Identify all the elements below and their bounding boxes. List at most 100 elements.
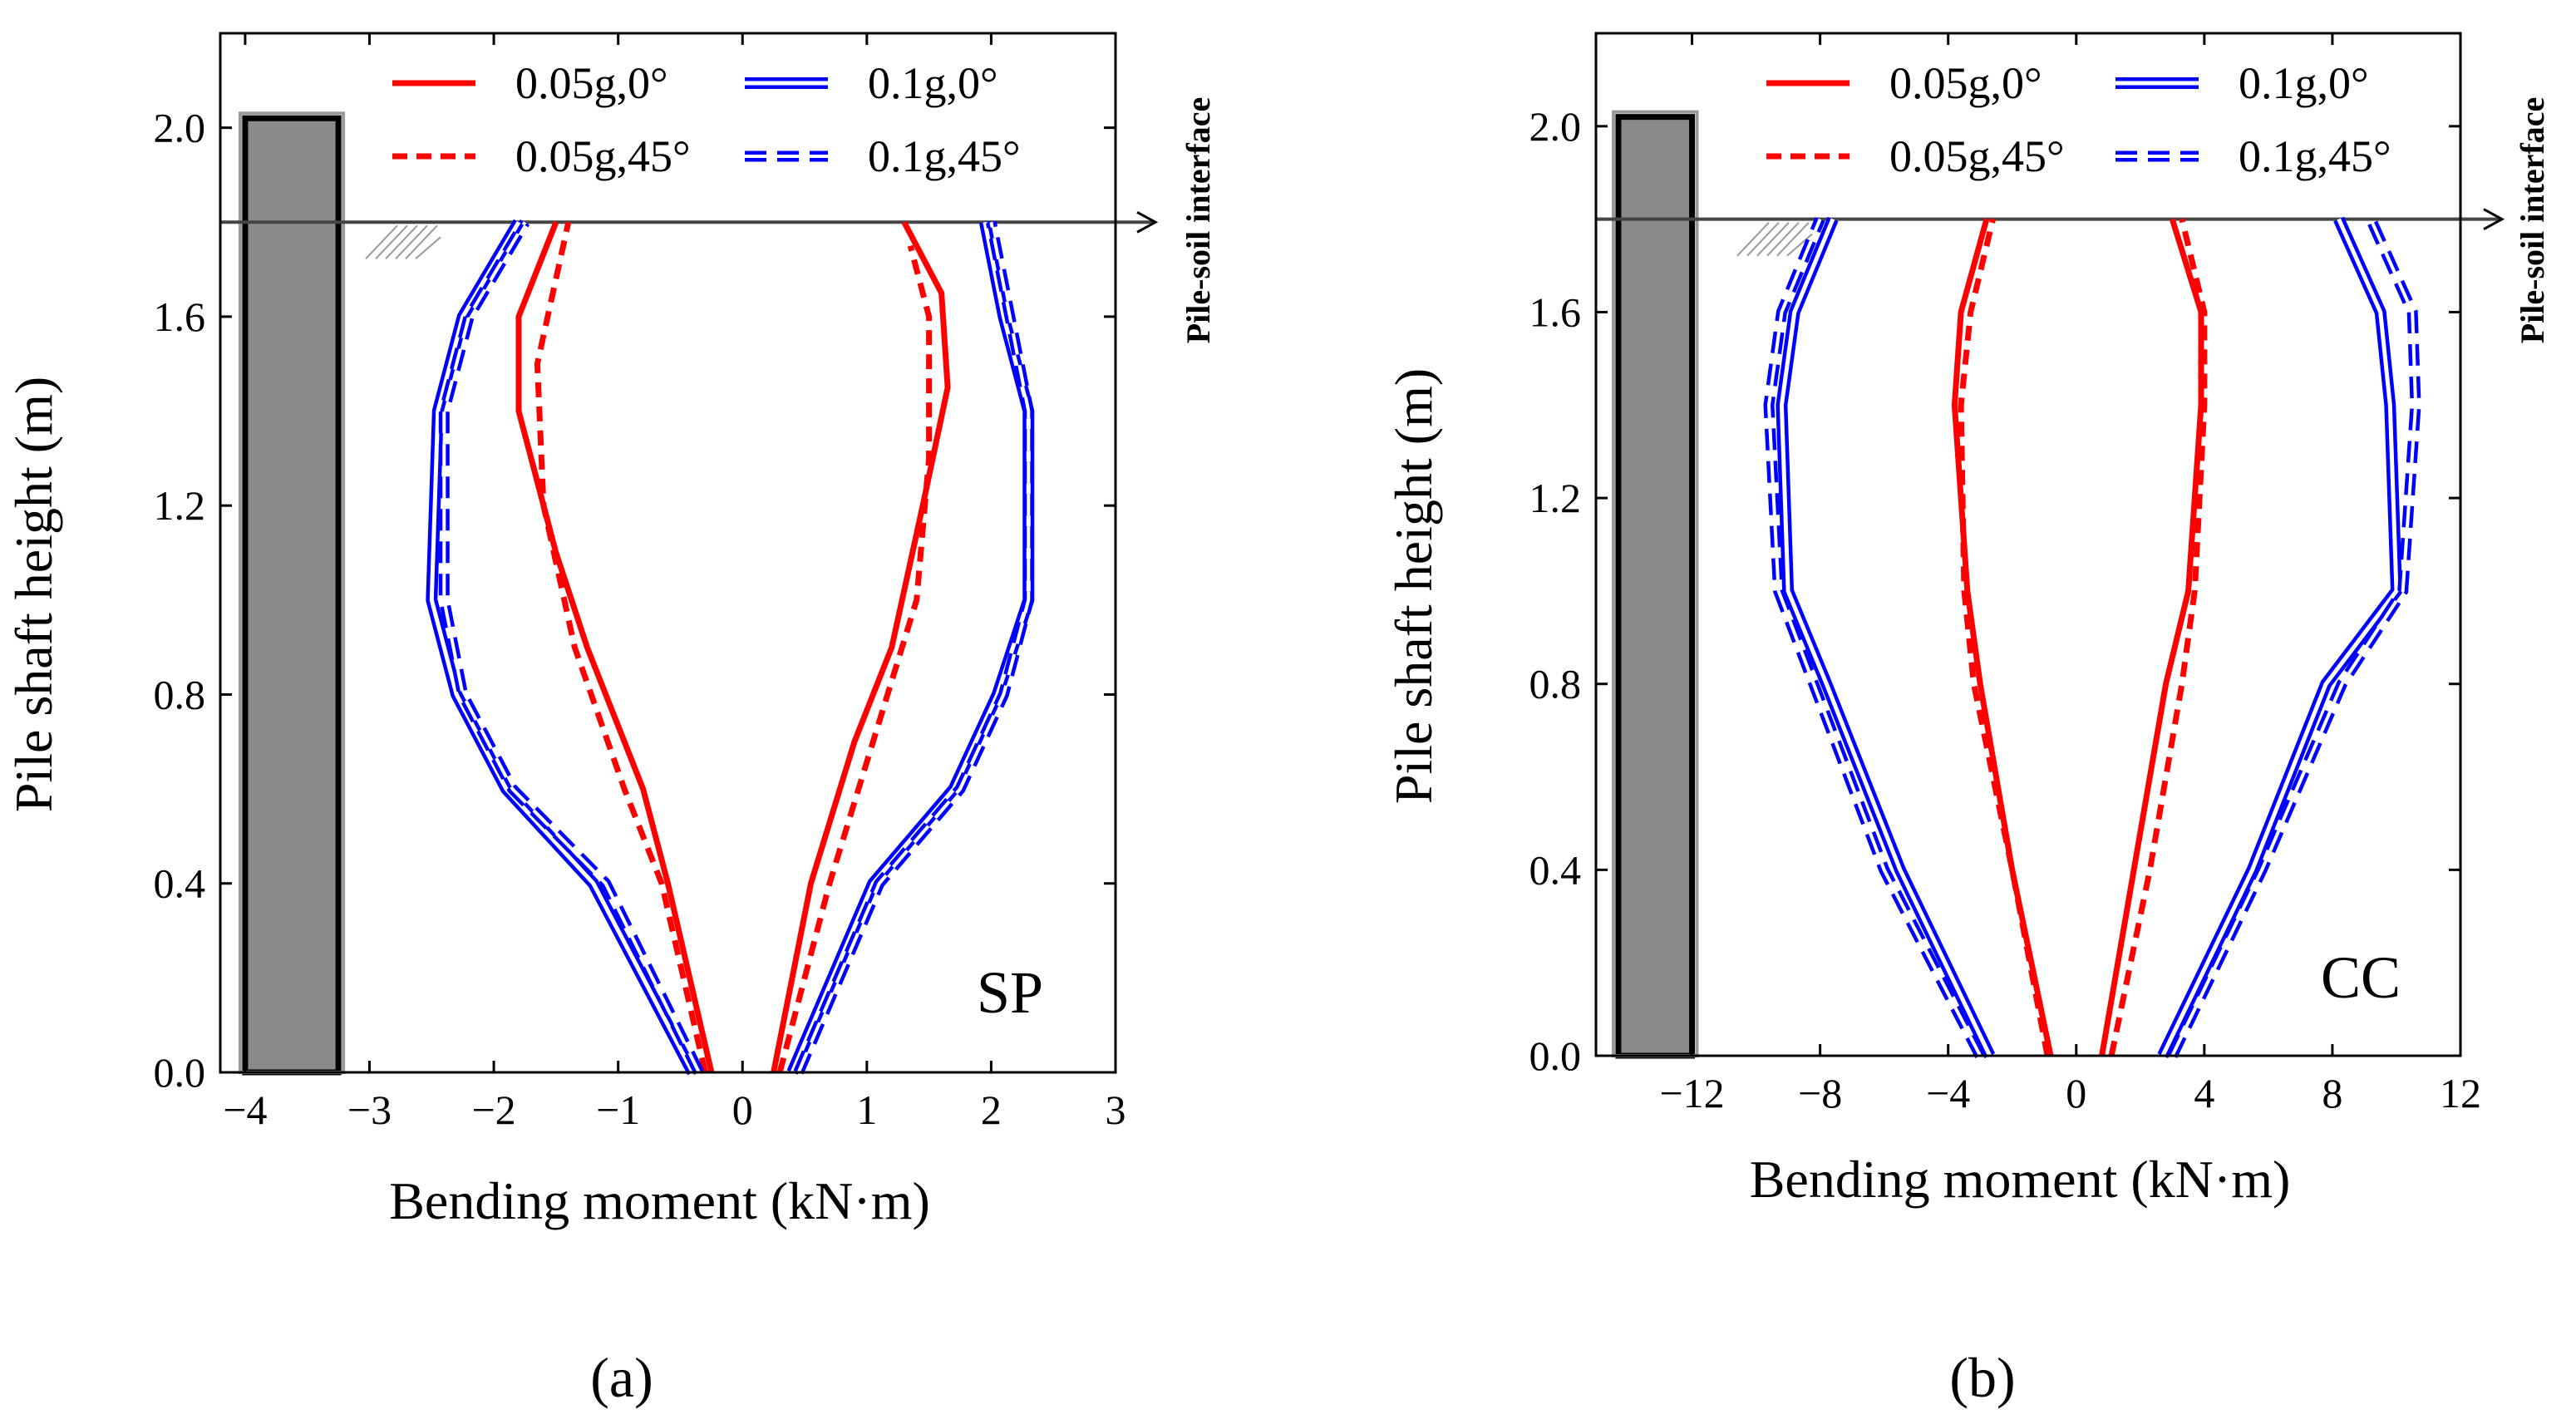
series-5-line-inner — [2160, 218, 2399, 1057]
soil-hatch-line — [1756, 221, 1790, 257]
series-6-line-outer — [1763, 217, 1985, 1058]
y-tick-label: 1.6 — [154, 293, 206, 340]
interface-label: Pile-soil interface — [1180, 97, 1217, 344]
x-tick-label: −3 — [347, 1086, 392, 1133]
series-4-line — [426, 219, 698, 1076]
series-4-line-inner — [1779, 218, 1992, 1057]
legend-item: 0.05g,0° — [1766, 58, 2042, 108]
series-5-line — [2157, 216, 2402, 1059]
series-1-line — [2099, 218, 2204, 1057]
y-tick-label: 0.8 — [1529, 661, 1582, 707]
y-tick-label: 2.0 — [154, 105, 206, 151]
series-4-line-inner — [429, 221, 695, 1074]
series-5-line-inner — [790, 221, 1031, 1073]
interface-label: Pile-soil interface — [2514, 97, 2551, 344]
y-tick-label: 0.4 — [154, 860, 206, 907]
x-tick-label: −4 — [223, 1086, 267, 1133]
panel-label: (a) — [590, 1346, 653, 1409]
x-tick-label: 3 — [1106, 1086, 1126, 1133]
x-tick-label: −4 — [1926, 1070, 1970, 1116]
series-7-line — [2167, 216, 2421, 1058]
legend-label: 0.05g,0° — [515, 58, 668, 108]
legend-item: 0.05g,45° — [392, 131, 691, 181]
series-7-line-inner — [796, 221, 1031, 1073]
legend-label: 0.05g,45° — [1889, 131, 2065, 181]
soil-hatch-line — [375, 224, 408, 259]
x-tick-label: −1 — [596, 1086, 640, 1133]
y-tick-label: 1.6 — [1529, 288, 1582, 335]
x-tick-label: −12 — [1659, 1070, 1724, 1116]
legend-label: 0.1g,0° — [2239, 58, 2369, 108]
interface-arrow — [1136, 210, 1159, 234]
x-tick-label: 1 — [856, 1086, 877, 1133]
soil-hatch-line — [1776, 221, 1810, 257]
soil-hatch-line — [385, 224, 418, 259]
x-tick-label: 0 — [2066, 1070, 2086, 1116]
series-6-line-inner — [1766, 218, 1982, 1057]
x-tick-label: −8 — [1798, 1070, 1842, 1116]
chart-a: −4 −3 −2 −1 0 1 2 3 0.0 0.4 0.8 1.2 1.6 2.0 Bending mo… — [4, 32, 1217, 1409]
panel-annotation: CC — [2321, 944, 2401, 1011]
pile-body — [242, 115, 342, 1076]
axes-frame — [1594, 32, 2462, 1057]
legend-item: 0.05g,0° — [392, 58, 668, 108]
x-tick-label: −2 — [471, 1086, 515, 1133]
soil-hatch-line — [1736, 221, 1770, 257]
x-tick-label: 2 — [981, 1086, 1002, 1133]
x-tick-label: 0 — [732, 1086, 753, 1133]
soil-hatch-line — [1746, 221, 1780, 257]
y-tick-label: 1.2 — [1529, 475, 1582, 521]
x-axis-label: Bending moment (kN·m) — [1750, 1150, 2291, 1209]
soil-hatch-line — [1766, 221, 1800, 257]
y-axis-label: Pile shaft height (m) — [4, 377, 63, 812]
series-4-line-outer — [426, 219, 698, 1076]
legend-label: 0.1g,45° — [2239, 131, 2391, 181]
chart-b: −12 −8 −4 0 4 8 12 0.0 0.4 0.8 1.2 1.6 2.0 Bending mo… — [1384, 32, 2551, 1409]
y-tick-label: 0.4 — [1529, 846, 1582, 893]
legend-item: 0.1g,0° — [745, 58, 998, 108]
series-0-line — [515, 221, 715, 1073]
legend-label: 0.1g,45° — [868, 131, 1021, 181]
series-6-line-inner — [442, 221, 701, 1073]
interface-arrow — [2483, 208, 2505, 230]
x-tick-label: 8 — [2322, 1070, 2342, 1116]
series-6-line — [438, 219, 704, 1075]
series-3-line — [776, 244, 933, 1073]
y-tick-label: 1.2 — [154, 482, 206, 529]
legend-label: 0.05g,45° — [515, 131, 691, 181]
panel-annotation: SP — [977, 959, 1043, 1026]
series-1-line — [771, 220, 951, 1073]
series-3-line — [2108, 218, 2208, 1057]
series-7-line — [793, 221, 1034, 1075]
series-7-line-outer — [793, 221, 1034, 1075]
x-axis-label: Bending moment (kN·m) — [389, 1171, 930, 1230]
y-tick-label: 0.0 — [1529, 1032, 1582, 1079]
x-tick-label: 4 — [2194, 1070, 2214, 1116]
series-0-line — [1951, 218, 2054, 1057]
series-6-line — [1763, 217, 1985, 1058]
legend-label: 0.1g,0° — [868, 58, 998, 108]
soil-hatch-line — [415, 236, 441, 260]
series-4-line — [1776, 216, 1996, 1059]
series-5-line-outer — [786, 220, 1035, 1075]
soil-hatch-line — [405, 224, 438, 259]
series-2-line — [1958, 218, 2051, 1057]
series-6-line-outer — [438, 219, 704, 1075]
y-axis-label: Pile shaft height (m) — [1384, 368, 1443, 804]
pile-body — [1615, 114, 1696, 1059]
series-7-line-inner — [2170, 218, 2418, 1057]
soil-hatch — [1736, 221, 1813, 257]
axes-frame — [219, 32, 1117, 1074]
soil-hatch-line — [365, 224, 398, 259]
series-5-line — [786, 220, 1035, 1075]
y-tick-label: 2.0 — [1529, 103, 1582, 150]
soil-hatch-line — [395, 224, 428, 259]
series-2-line — [534, 221, 708, 1073]
legend-label: 0.05g,0° — [1889, 58, 2042, 108]
y-tick-label: 0.0 — [154, 1049, 206, 1096]
legend-item: 0.05g,45° — [1766, 131, 2065, 181]
soil-hatch — [365, 224, 441, 260]
legend-item: 0.1g,45° — [745, 131, 1021, 181]
y-tick-label: 0.8 — [154, 671, 206, 717]
